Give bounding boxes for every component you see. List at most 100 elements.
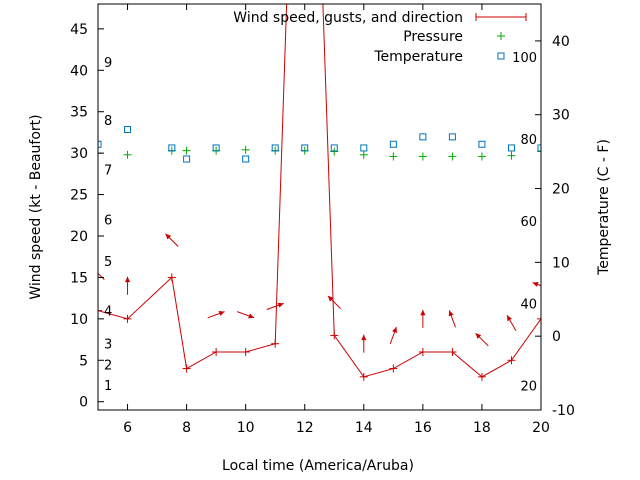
wind-arrow [165, 233, 179, 247]
y-tick-label-left: 10 [70, 312, 88, 328]
wind-arrow-head [218, 311, 225, 316]
point-pressure [448, 152, 457, 161]
fahrenheit-label: 40 [520, 298, 537, 313]
point-pressure [330, 147, 339, 156]
point-temperature [212, 144, 220, 152]
y-tick-label-right: 40 [552, 34, 570, 50]
wind-arrow [475, 332, 489, 347]
point-pressure [477, 152, 486, 161]
wind-arrow-head [420, 309, 426, 316]
y-tick-label-right: 20 [552, 182, 570, 198]
point-temperature [168, 144, 176, 152]
point-temperature [98, 140, 102, 148]
point-temperature [507, 144, 515, 152]
fahrenheit-label: 20 [520, 380, 537, 395]
y-axis-label-left: Wind speed (kt - Beaufort) [28, 114, 44, 299]
y-tick-label-left: 0 [79, 395, 88, 411]
y-tick-label-right: 0 [552, 329, 561, 345]
point-temperature [448, 133, 456, 141]
wind-arrow [506, 314, 517, 332]
wind-arrow-head [248, 313, 255, 319]
fahrenheit-label: 80 [520, 133, 537, 148]
point-temperature [183, 155, 191, 163]
point-pressure [182, 146, 191, 155]
wind-arrow-head [277, 302, 284, 308]
wind-arrow-head [327, 295, 334, 302]
x-tick-label: 6 [123, 420, 132, 436]
point-pressure [418, 152, 427, 161]
fahrenheit-label: 100 [512, 51, 537, 66]
y-tick-label-right: 30 [552, 108, 570, 124]
wind-arrow [448, 310, 456, 328]
beaufort-label: 4 [104, 305, 112, 320]
x-tick-label: 12 [296, 420, 314, 436]
x-tick-label: 18 [473, 420, 491, 436]
x-tick-label: 10 [237, 420, 255, 436]
wind-arrow-head [361, 334, 367, 341]
point-temperature [389, 140, 397, 148]
axes-layer: 6 8 10 12 14 16 18 20051015202530354045-1001020… [70, 4, 575, 436]
wind-arrow-head [448, 310, 454, 317]
wind-arrow [266, 302, 284, 310]
point-temperature [271, 144, 279, 152]
wind-arrow-head [532, 282, 539, 287]
beaufort-label: 5 [104, 255, 112, 270]
wind-arrow [389, 326, 398, 345]
wind-arrow-head [124, 276, 131, 283]
wind-arrow [207, 311, 225, 319]
point-wind [389, 364, 398, 373]
y-tick-label-left: 20 [70, 229, 88, 245]
point-temperature [360, 144, 368, 152]
point-pressure [241, 145, 250, 154]
point-temperature [124, 125, 132, 133]
beaufort-label: 6 [104, 213, 112, 228]
point-wind [330, 331, 339, 340]
legend-label-temperature: Temperature [373, 49, 463, 65]
fahrenheit-label: 60 [520, 215, 537, 230]
beaufort-label: 8 [104, 114, 112, 129]
y-tick-label-right: -10 [552, 403, 575, 419]
beaufort-label: 2 [104, 358, 112, 373]
point-wind [212, 348, 221, 356]
y-tick-label-left: 15 [70, 270, 88, 286]
beaufort-label: 7 [104, 164, 112, 179]
point-temperature [478, 140, 486, 148]
point-wind [98, 306, 102, 315]
point-wind [123, 314, 132, 323]
wind-arrow [532, 282, 541, 287]
x-tick-label: 20 [532, 420, 550, 436]
wind-arrow-head [475, 333, 482, 339]
point-wind [418, 348, 427, 356]
beaufort-label: 9 [104, 56, 112, 71]
x-tick-label: 8 [182, 420, 191, 436]
point-pressure [123, 150, 132, 159]
plot-area [98, 4, 541, 381]
legend-swatch-temperature [497, 52, 505, 60]
point-temperature [301, 144, 309, 152]
y-tick-label-left: 45 [70, 22, 88, 38]
point-temperature [330, 144, 338, 152]
legend-label-wind: Wind speed, gusts, and direction [233, 10, 463, 26]
point-wind [448, 348, 457, 356]
y-tick-label-right: 10 [552, 255, 570, 271]
x-axis-label: Local time (America/Aruba) [222, 458, 414, 474]
wind-arrow [327, 295, 341, 310]
point-wind [507, 356, 516, 365]
y-tick-label-left: 35 [70, 105, 88, 121]
plot-frame [97, 3, 542, 411]
point-wind [167, 273, 176, 282]
point-wind [477, 372, 486, 381]
legend-label-pressure: Pressure [403, 29, 463, 45]
y-tick-label-left: 25 [70, 188, 88, 204]
wind-arrow [124, 276, 131, 295]
point-wind [537, 314, 541, 323]
point-wind [359, 372, 368, 381]
legend: Wind speed, gusts, and direction Pressur… [233, 10, 527, 65]
wind-arrow [361, 334, 367, 353]
wind-arrow-head [392, 326, 398, 333]
point-temperature [419, 133, 427, 141]
wind-arrow-head [506, 315, 512, 322]
series-line-wind [98, 4, 541, 378]
plot-layer [98, 4, 541, 381]
